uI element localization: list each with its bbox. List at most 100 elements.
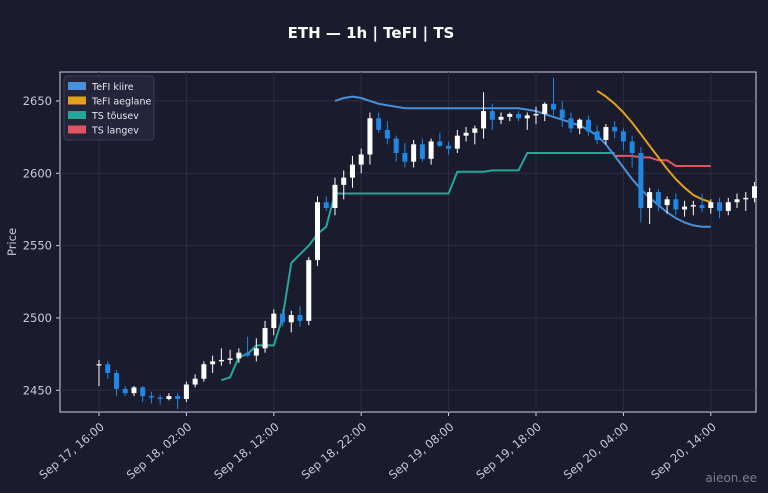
candle-body-up bbox=[218, 359, 224, 362]
candle-body-down bbox=[717, 202, 723, 211]
candle-body-up bbox=[533, 113, 539, 116]
candle-body-up bbox=[288, 315, 294, 323]
candle-body-down bbox=[323, 202, 329, 208]
candle bbox=[297, 306, 303, 327]
candle-body-up bbox=[210, 361, 216, 365]
legend-label: TS tõusev bbox=[91, 111, 139, 122]
x-tick-label: Sep 18, 02:00 bbox=[124, 420, 195, 482]
candle-body-down bbox=[148, 396, 154, 398]
candle-body-up bbox=[332, 184, 338, 208]
candle-body-down bbox=[559, 109, 565, 119]
x-tick-label: Sep 17, 16:00 bbox=[36, 420, 107, 482]
candle-body-up bbox=[96, 364, 102, 366]
candle-body-down bbox=[620, 131, 626, 142]
candle bbox=[752, 181, 757, 203]
candle bbox=[113, 370, 119, 397]
candle bbox=[594, 125, 600, 145]
candle-body-down bbox=[629, 141, 635, 154]
candle-body-down bbox=[446, 145, 452, 149]
candle bbox=[148, 391, 154, 404]
candle-body-down bbox=[516, 113, 522, 119]
candle bbox=[332, 177, 338, 216]
candle-body-down bbox=[393, 138, 399, 154]
candle-body-down bbox=[612, 126, 618, 132]
candle bbox=[262, 320, 268, 353]
candle-body-down bbox=[105, 364, 111, 373]
candle bbox=[227, 349, 233, 365]
watermark: aieon.ee bbox=[705, 471, 757, 485]
candle bbox=[367, 112, 373, 165]
ts-falling-line bbox=[614, 154, 711, 167]
candle-body-down bbox=[655, 192, 661, 206]
candle bbox=[175, 393, 181, 410]
candle bbox=[428, 138, 434, 165]
candle-body-up bbox=[472, 128, 478, 133]
candle bbox=[620, 128, 626, 151]
candle-body-up bbox=[524, 115, 530, 119]
candle-body-up bbox=[227, 358, 233, 360]
candle bbox=[210, 355, 216, 373]
candle-body-up bbox=[542, 103, 548, 114]
candle-body-down bbox=[122, 388, 128, 394]
candle bbox=[384, 121, 390, 145]
x-tick-label: Sep 19, 18:00 bbox=[473, 420, 544, 482]
candle bbox=[393, 135, 399, 162]
candle-body-up bbox=[253, 348, 259, 356]
legend-swatch bbox=[68, 96, 86, 105]
candle bbox=[157, 394, 163, 405]
legend-label: TeFI aeglane bbox=[91, 97, 151, 108]
candle-body-up bbox=[262, 328, 268, 349]
x-tick-label: Sep 18, 22:00 bbox=[299, 420, 370, 482]
candle-body-down bbox=[280, 313, 286, 323]
candle-body-down bbox=[638, 153, 644, 208]
y-tick-label: 2550 bbox=[23, 239, 52, 253]
candle-body-up bbox=[647, 192, 653, 208]
candle bbox=[463, 126, 469, 142]
candle-body-down bbox=[157, 397, 163, 399]
candles bbox=[96, 77, 757, 410]
candle bbox=[638, 147, 644, 223]
candle bbox=[655, 189, 661, 211]
candle bbox=[245, 336, 251, 358]
candle bbox=[96, 359, 102, 386]
candle bbox=[105, 361, 111, 379]
candle bbox=[647, 187, 653, 224]
candle bbox=[673, 193, 679, 216]
candle bbox=[437, 132, 443, 148]
x-tick-label: Sep 20, 04:00 bbox=[561, 420, 632, 482]
candle-body-up bbox=[481, 111, 487, 129]
y-tick-label: 2450 bbox=[23, 383, 52, 397]
candle-body-up bbox=[271, 313, 277, 329]
legend: TeFI kiire TeFI aeglane TS tõusev TS langev bbox=[63, 75, 155, 141]
candle bbox=[236, 348, 242, 363]
candle-body-down bbox=[245, 352, 251, 356]
candle-body-down bbox=[419, 144, 425, 159]
candle bbox=[699, 193, 705, 213]
candle-body-up bbox=[428, 141, 434, 159]
candle bbox=[140, 385, 146, 402]
candle-body-down bbox=[594, 131, 600, 140]
candle-body-down bbox=[376, 118, 382, 130]
candle bbox=[743, 192, 749, 211]
candle-body-down bbox=[175, 396, 181, 399]
candle bbox=[507, 112, 513, 122]
candle-body-up bbox=[463, 132, 469, 136]
candle bbox=[402, 142, 408, 168]
candle-body-up bbox=[192, 378, 198, 385]
candle bbox=[481, 92, 487, 139]
candle bbox=[708, 199, 714, 214]
chart-title: ETH — 1h | TeFI | TS bbox=[288, 24, 455, 43]
candle bbox=[419, 138, 425, 162]
candle bbox=[559, 100, 565, 127]
candle-body-up bbox=[603, 126, 609, 140]
candle bbox=[682, 200, 688, 217]
candle-body-down bbox=[568, 118, 574, 129]
candle-body-down bbox=[437, 141, 443, 146]
candle-body-up bbox=[315, 202, 320, 261]
y-axis-label: Price bbox=[5, 228, 19, 256]
candle-body-up bbox=[131, 387, 137, 394]
candle bbox=[192, 374, 198, 388]
candle bbox=[542, 102, 548, 122]
